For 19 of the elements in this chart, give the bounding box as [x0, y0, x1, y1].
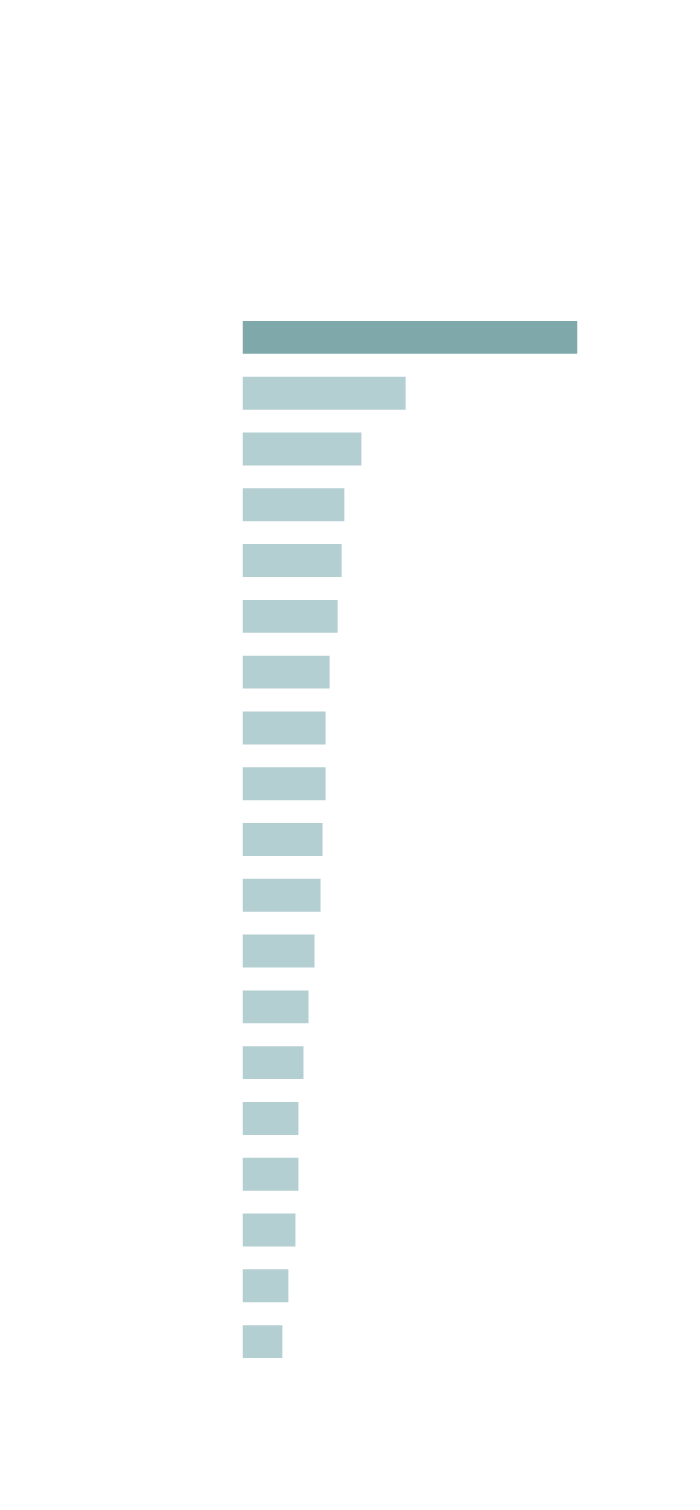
bar	[242, 990, 309, 1024]
bar	[242, 767, 326, 801]
bar	[242, 823, 323, 856]
bar	[242, 1325, 283, 1359]
bar	[242, 488, 345, 522]
bar	[242, 544, 342, 578]
bar	[242, 878, 321, 912]
bar	[242, 376, 406, 410]
bar	[242, 1213, 296, 1247]
bar	[242, 432, 362, 466]
bar	[242, 655, 330, 689]
bar	[242, 1046, 304, 1080]
bar	[242, 1157, 299, 1191]
bar	[242, 1101, 299, 1135]
bar	[242, 599, 338, 633]
bar	[242, 1269, 289, 1303]
bar	[242, 711, 326, 745]
bar	[242, 934, 315, 968]
bar	[242, 320, 578, 354]
